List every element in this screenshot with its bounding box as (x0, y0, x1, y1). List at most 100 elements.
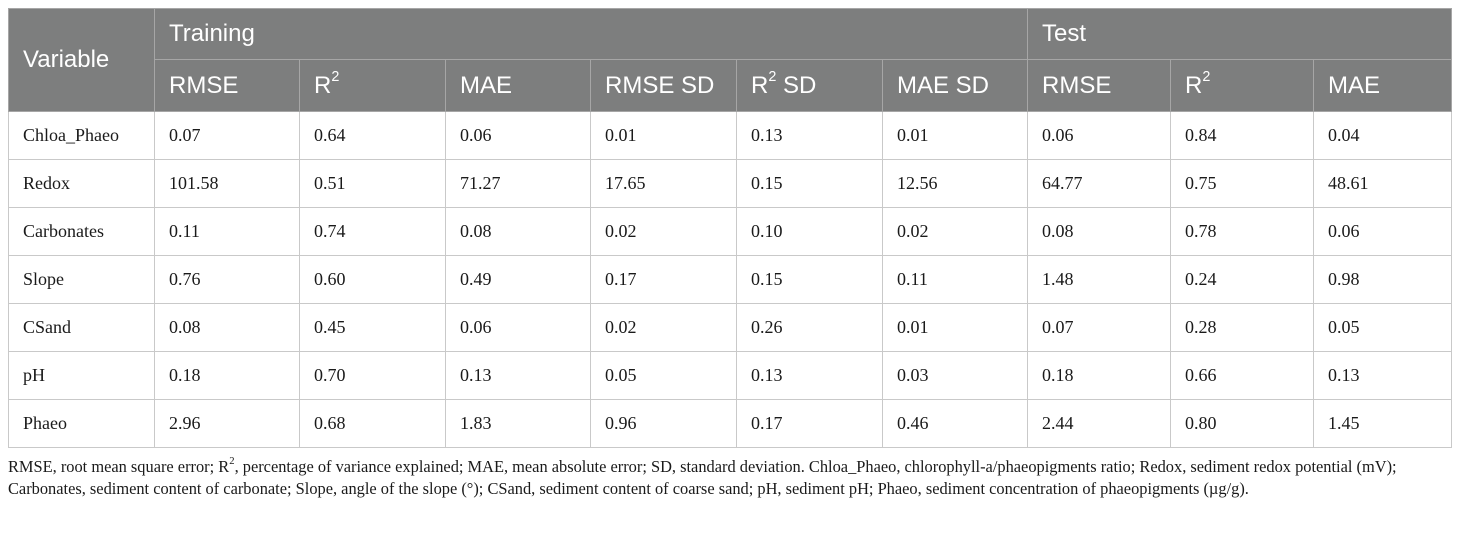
cell-test-rmse: 64.77 (1027, 159, 1172, 208)
header-train-r2: R2 (299, 59, 446, 112)
cell-train-mae-sd: 0.01 (881, 111, 1029, 160)
cell-train-rmse-sd: 0.17 (590, 255, 737, 304)
header-test-r2: R2 (1170, 59, 1315, 112)
cell-test-r2: 0.75 (1170, 159, 1315, 208)
header-train-rmse: RMSE (154, 59, 300, 112)
cell-train-mae-sd: 0.02 (881, 207, 1029, 256)
cell-train-rmse: 0.76 (154, 255, 300, 304)
cell-train-r2-sd: 0.10 (736, 207, 883, 256)
cell-variable: CSand (8, 303, 155, 352)
cell-train-r2-sd: 0.13 (736, 111, 883, 160)
cell-train-r2: 0.64 (299, 111, 446, 160)
header-train-mae-sd: MAE SD (881, 59, 1029, 112)
cell-train-r2-sd: 0.15 (736, 255, 883, 304)
cell-test-r2: 0.78 (1170, 207, 1315, 256)
cell-variable: Phaeo (8, 399, 155, 448)
cell-train-r2-sd: 0.26 (736, 303, 883, 352)
cell-test-rmse: 0.18 (1027, 351, 1172, 400)
cell-train-rmse-sd: 0.02 (590, 303, 737, 352)
cell-train-r2-sd: 0.17 (736, 399, 883, 448)
cell-variable: Redox (8, 159, 155, 208)
cell-train-r2: 0.51 (299, 159, 446, 208)
header-train-rmse-sd: RMSE SD (590, 59, 737, 112)
header-train-r2-sd: R2 SD (736, 59, 883, 112)
cell-train-mae: 0.13 (445, 351, 591, 400)
cell-train-mae: 0.49 (445, 255, 591, 304)
cell-variable: Slope (8, 255, 155, 304)
header-group-test: Test (1027, 8, 1453, 60)
header-test-r2-sup: 2 (1202, 69, 1211, 86)
cell-test-mae: 0.04 (1313, 111, 1453, 160)
cell-test-mae: 1.45 (1313, 399, 1453, 448)
header-variable: Variable (8, 8, 155, 112)
header-train-r2-base: R (314, 71, 332, 99)
cell-test-rmse: 0.07 (1027, 303, 1172, 352)
header-train-r2-sup: 2 (331, 69, 340, 86)
header-test-mae: MAE (1313, 59, 1453, 112)
header-row-metrics: RMSE R2 MAE RMSE SD R2 SD MAE SD RMSE R2… (9, 59, 1453, 112)
cell-test-r2: 0.28 (1170, 303, 1315, 352)
cell-train-rmse-sd: 17.65 (590, 159, 737, 208)
cell-train-r2: 0.74 (299, 207, 446, 256)
cell-variable: Chloa_Phaeo (8, 111, 155, 160)
cell-train-r2: 0.70 (299, 351, 446, 400)
cell-train-rmse-sd: 0.01 (590, 111, 737, 160)
table-header: Variable Training Test RMSE R2 MAE RMSE … (8, 8, 1453, 112)
table-row: Chloa_Phaeo 0.07 0.64 0.06 0.01 0.13 0.0… (8, 111, 1453, 160)
cell-train-rmse-sd: 0.96 (590, 399, 737, 448)
cell-train-mae: 0.08 (445, 207, 591, 256)
table-row: Redox 101.58 0.51 71.27 17.65 0.15 12.56… (8, 159, 1453, 208)
table-footnote: RMSE, root mean square error; R2, percen… (8, 456, 1448, 500)
cell-train-rmse: 0.18 (154, 351, 300, 400)
header-train-r2sd-sup: 2 (768, 69, 777, 86)
cell-variable: Carbonates (8, 207, 155, 256)
table-row: CSand 0.08 0.45 0.06 0.02 0.26 0.01 0.07… (8, 303, 1453, 352)
cell-train-rmse-sd: 0.05 (590, 351, 737, 400)
cell-test-r2: 0.84 (1170, 111, 1315, 160)
cell-test-rmse: 0.08 (1027, 207, 1172, 256)
cell-train-rmse: 2.96 (154, 399, 300, 448)
footnote-part2: , percentage of variance explained; MAE,… (8, 457, 1397, 498)
cell-train-r2-sd: 0.13 (736, 351, 883, 400)
header-train-r2sd-base: R (751, 71, 769, 99)
cell-train-r2-sd: 0.15 (736, 159, 883, 208)
results-table: Variable Training Test RMSE R2 MAE RMSE … (8, 8, 1453, 448)
cell-test-mae: 48.61 (1313, 159, 1453, 208)
footnote-part1: RMSE, root mean square error; R (8, 457, 230, 476)
cell-test-rmse: 2.44 (1027, 399, 1172, 448)
cell-train-mae: 71.27 (445, 159, 591, 208)
cell-train-r2: 0.68 (299, 399, 446, 448)
table-row: Carbonates 0.11 0.74 0.08 0.02 0.10 0.02… (8, 207, 1453, 256)
cell-test-mae: 0.05 (1313, 303, 1453, 352)
header-train-r2sd-suffix: SD (776, 71, 817, 99)
cell-test-mae: 0.06 (1313, 207, 1453, 256)
header-group-training: Training (153, 8, 1029, 60)
table-row: Phaeo 2.96 0.68 1.83 0.96 0.17 0.46 2.44… (8, 399, 1453, 448)
cell-variable: pH (8, 351, 155, 400)
cell-train-mae-sd: 0.46 (881, 399, 1029, 448)
cell-train-rmse: 0.11 (154, 207, 300, 256)
cell-train-r2: 0.45 (299, 303, 446, 352)
table-row: pH 0.18 0.70 0.13 0.05 0.13 0.03 0.18 0.… (8, 351, 1453, 400)
header-test-r2-base: R (1185, 71, 1203, 99)
cell-test-mae: 0.13 (1313, 351, 1453, 400)
header-train-mae: MAE (445, 59, 591, 112)
cell-train-mae-sd: 0.01 (881, 303, 1029, 352)
cell-train-mae-sd: 12.56 (881, 159, 1029, 208)
cell-train-rmse: 0.08 (154, 303, 300, 352)
cell-test-r2: 0.80 (1170, 399, 1315, 448)
cell-train-rmse-sd: 0.02 (590, 207, 737, 256)
cell-train-mae: 1.83 (445, 399, 591, 448)
table-body: Chloa_Phaeo 0.07 0.64 0.06 0.01 0.13 0.0… (8, 111, 1453, 448)
cell-train-mae: 0.06 (445, 111, 591, 160)
header-test-rmse: RMSE (1027, 59, 1172, 112)
cell-test-mae: 0.98 (1313, 255, 1453, 304)
cell-test-rmse: 1.48 (1027, 255, 1172, 304)
cell-train-mae-sd: 0.11 (881, 255, 1029, 304)
cell-train-rmse: 0.07 (154, 111, 300, 160)
footnote-sup: 2 (229, 455, 235, 467)
cell-test-r2: 0.66 (1170, 351, 1315, 400)
cell-train-mae: 0.06 (445, 303, 591, 352)
table-row: Slope 0.76 0.60 0.49 0.17 0.15 0.11 1.48… (8, 255, 1453, 304)
cell-train-rmse: 101.58 (154, 159, 300, 208)
